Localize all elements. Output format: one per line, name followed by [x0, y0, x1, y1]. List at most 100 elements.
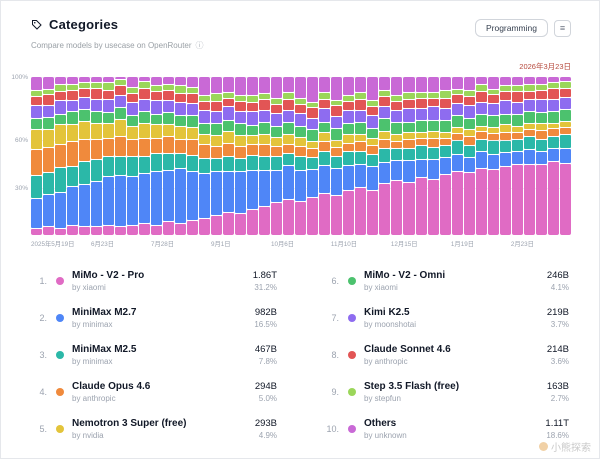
chart-bar[interactable]	[547, 77, 559, 235]
chart-bar[interactable]	[67, 77, 79, 235]
model-author-link[interactable]: by anthropic	[364, 357, 408, 366]
chart-bar[interactable]	[43, 77, 55, 235]
chart-bar[interactable]	[307, 77, 319, 235]
chart-segment	[511, 86, 523, 92]
chart-segment	[211, 124, 223, 136]
chart-bar[interactable]	[55, 77, 67, 235]
chart-bar[interactable]	[163, 77, 175, 235]
model-author-link[interactable]: by xiaomi	[364, 283, 398, 292]
chart-bar[interactable]	[451, 77, 463, 235]
model-author-link[interactable]: by minimax	[72, 357, 113, 366]
chart-bar[interactable]	[475, 77, 487, 235]
model-author-link[interactable]: by nvidia	[72, 431, 104, 440]
chart-bar[interactable]	[259, 77, 271, 235]
chart-bar[interactable]	[463, 77, 475, 235]
leaderboard-row[interactable]: 7. Kimi K2.5 by moonshotai 219B 3.7%	[323, 304, 569, 332]
chart-bar[interactable]	[415, 77, 427, 235]
chart-bar[interactable]	[559, 77, 571, 235]
chart-bar[interactable]	[499, 77, 511, 235]
chart-bar[interactable]	[127, 77, 139, 235]
model-name-link[interactable]: MiniMax M2.5	[72, 344, 137, 355]
leaderboard-row[interactable]: 9. Step 3.5 Flash (free) by stepfun 163B 2.7…	[323, 378, 569, 406]
leaderboard-row[interactable]: 6. MiMo - V2 - Omni by xiaomi 246B 4.1%	[323, 267, 569, 295]
chart-segment	[499, 153, 511, 167]
chart-bar[interactable]	[439, 77, 451, 235]
model-info: Others by unknown	[364, 418, 407, 440]
chart-segment	[79, 227, 91, 235]
model-name-link[interactable]: MiMo - V2 - Omni	[364, 270, 446, 281]
model-name-link[interactable]: MiMo - V2 - Pro	[72, 270, 145, 281]
model-name-link[interactable]: Kimi K2.5	[364, 307, 410, 318]
chart-segment	[535, 165, 547, 235]
model-name-link[interactable]: Claude Opus 4.6	[72, 381, 151, 392]
chart-segment	[235, 158, 247, 172]
chart-bar[interactable]	[523, 77, 535, 235]
leaderboard-row[interactable]: 3. MiniMax M2.5 by minimax 467B 7.8%	[31, 341, 277, 369]
leaderboard-row[interactable]: 1. MiMo - V2 - Pro by xiaomi 1.86T 31.2%	[31, 267, 277, 295]
category-dropdown-button[interactable]: Programming	[474, 19, 548, 37]
chart-bar[interactable]	[187, 77, 199, 235]
rank-number: 9.	[331, 387, 339, 397]
chart-bar[interactable]	[223, 77, 235, 235]
chart-segment	[151, 77, 163, 86]
chart-bar[interactable]	[115, 77, 127, 235]
chart-segment	[451, 95, 463, 104]
chart-bar[interactable]	[319, 77, 331, 235]
model-name-link[interactable]: Claude Sonnet 4.6	[364, 344, 451, 355]
chart-bar[interactable]	[79, 77, 91, 235]
chart-segment	[91, 140, 103, 160]
chart-segment	[403, 122, 415, 133]
chart-bar[interactable]	[211, 77, 223, 235]
chart-segment	[91, 123, 103, 140]
model-name-link[interactable]: Nemotron 3 Super (free)	[72, 418, 187, 429]
chart-bar[interactable]	[487, 77, 499, 235]
leaderboard-row[interactable]: 2. MiniMax M2.7 by minimax 982B 16.5%	[31, 304, 277, 332]
chart-segment	[451, 77, 463, 89]
model-author-link[interactable]: by anthropic	[72, 394, 116, 403]
model-author-link[interactable]: by minimax	[72, 320, 113, 329]
chart-bar[interactable]	[427, 77, 439, 235]
model-author-link[interactable]: by xiaomi	[72, 283, 106, 292]
model-author-link[interactable]: by stepfun	[364, 394, 401, 403]
model-author-link[interactable]: by unknown	[364, 431, 407, 440]
chart-bar[interactable]	[31, 77, 43, 235]
model-name-link[interactable]: Others	[364, 418, 397, 429]
chart-bar[interactable]	[367, 77, 379, 235]
chart-segment	[547, 148, 559, 162]
model-name-link[interactable]: Step 3.5 Flash (free)	[364, 381, 460, 392]
chart-bar[interactable]	[139, 77, 151, 235]
chart-bar[interactable]	[247, 77, 259, 235]
x-axis-tick: 10月6日	[270, 241, 295, 248]
chart-bar[interactable]	[91, 77, 103, 235]
chart-segment	[163, 113, 175, 125]
chart-segment	[343, 77, 355, 95]
chart-bar[interactable]	[343, 77, 355, 235]
chart-bar[interactable]	[379, 77, 391, 235]
chart-bar[interactable]	[151, 77, 163, 235]
chart-bar[interactable]	[199, 77, 211, 235]
chart-bar[interactable]	[511, 77, 523, 235]
chart-segment	[187, 155, 199, 172]
leaderboard-row[interactable]: 4. Claude Opus 4.6 by anthropic 294B 5.0%	[31, 378, 277, 406]
chart-bar[interactable]	[391, 77, 403, 235]
chart-bar[interactable]	[535, 77, 547, 235]
chart-segment	[331, 77, 343, 100]
chart-bar[interactable]	[175, 77, 187, 235]
chart-bar[interactable]	[295, 77, 307, 235]
leaderboard-row[interactable]: 8. Claude Sonnet 4.6 by anthropic 214B 3.6%	[323, 341, 569, 369]
chart-bar[interactable]	[235, 77, 247, 235]
leaderboard-row[interactable]: 5. Nemotron 3 Super (free) by nvidia 293B 4.…	[31, 415, 277, 443]
chart-bar[interactable]	[271, 77, 283, 235]
leaderboard-row[interactable]: 10. Others by unknown 1.11T 18.6%	[323, 415, 569, 443]
chart-segment	[343, 101, 355, 110]
info-icon[interactable]: ⓘ	[195, 41, 204, 50]
model-author-link[interactable]: by moonshotai	[364, 320, 417, 329]
chart-bar[interactable]	[331, 77, 343, 235]
chart-bar[interactable]	[355, 77, 367, 235]
chart-bar[interactable]	[283, 77, 295, 235]
model-name-link[interactable]: MiniMax M2.7	[72, 307, 137, 318]
chart-bar[interactable]	[403, 77, 415, 235]
chart-bar[interactable]	[103, 77, 115, 235]
expand-icon[interactable]: ≡	[554, 19, 571, 37]
chart-segment	[115, 108, 127, 120]
